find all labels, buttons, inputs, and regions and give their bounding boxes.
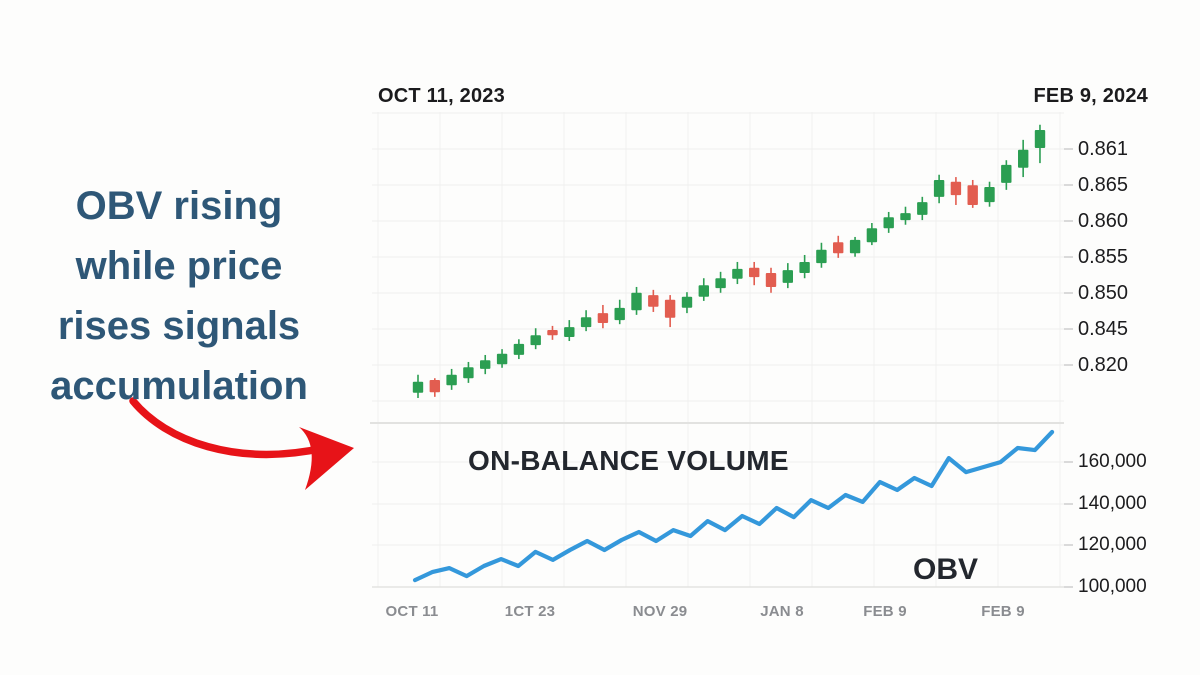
candlestick-up <box>1001 164 1012 183</box>
x-axis-label: JAN 8 <box>760 603 804 620</box>
candlestick-up <box>530 335 541 346</box>
candlestick-up <box>917 202 928 215</box>
candlestick-up <box>564 327 575 337</box>
candlestick-down <box>664 299 676 318</box>
candlestick-up <box>446 374 457 386</box>
obv-axis-label: 100,000 <box>1078 576 1147 597</box>
price-axis-label: 0.860 <box>1078 210 1129 232</box>
price-axis-label: 0.820 <box>1078 354 1129 376</box>
chart-start-date: OCT 11, 2023 <box>378 85 505 107</box>
candlestick-up <box>412 381 424 393</box>
red-arrow-head <box>299 427 354 490</box>
obv-axis-label: 120,000 <box>1078 534 1147 555</box>
x-axis-label: FEB 9 <box>863 603 907 620</box>
candlestick-up <box>681 296 693 308</box>
candlestick-up <box>580 317 592 328</box>
candlestick-down <box>547 330 558 336</box>
annotation-line-1: OBV rising <box>75 184 283 228</box>
obv-axis-label: 160,000 <box>1078 451 1147 472</box>
candlestick-down <box>648 295 659 307</box>
x-axis-label: FEB 9 <box>981 603 1025 620</box>
annotation-text: OBV rising while price rises signals acc… <box>18 176 340 416</box>
annotation-line-2: while price <box>75 244 283 288</box>
candlestick-up <box>782 270 793 283</box>
candlestick-up <box>1034 130 1046 148</box>
candlestick-up <box>900 213 911 221</box>
candlestick-up <box>463 367 474 379</box>
candlestick-up <box>883 217 894 229</box>
price-axis-label: 0.855 <box>1078 246 1129 268</box>
candlestick-up <box>816 249 827 264</box>
candlestick-down <box>749 267 760 278</box>
candlestick-up <box>1018 149 1029 168</box>
candlestick-up <box>480 360 491 369</box>
candlestick-up <box>984 187 995 203</box>
obv-line-label: OBV <box>913 553 979 586</box>
x-axis-label: 1CT 23 <box>504 603 556 620</box>
candlestick-up <box>698 285 709 297</box>
candlestick-up <box>631 292 642 311</box>
red-arrow-curve <box>129 397 328 458</box>
obv-line <box>412 429 1055 583</box>
x-axis-label: NOV 29 <box>632 603 688 620</box>
candlestick-up <box>799 262 810 273</box>
x-axis-label: OCT 11 <box>385 603 439 620</box>
candlestick-down <box>597 313 609 323</box>
candlestick-up <box>496 353 508 365</box>
candlestick-up <box>933 180 945 197</box>
candlestick-up <box>513 343 525 355</box>
price-axis-label: 0.865 <box>1078 174 1129 196</box>
annotation-line-3: rises signals <box>57 304 301 348</box>
candlestick-down <box>833 242 844 254</box>
candlestick-up <box>849 239 861 254</box>
obv-panel-title: ON-BALANCE VOLUME <box>468 445 789 476</box>
price-axis-label: 0.850 <box>1078 282 1129 304</box>
annotation-line-4: accumulation <box>50 364 308 408</box>
candlestick-down <box>765 273 777 287</box>
chart-end-date: FEB 9, 2024 <box>1033 85 1148 107</box>
candlestick-up <box>732 268 743 279</box>
candlestick-down <box>967 185 978 205</box>
candlestick-down <box>429 380 440 393</box>
candlestick-up <box>614 307 625 321</box>
candlestick-up <box>866 228 878 243</box>
obv-axis-label: 140,000 <box>1078 493 1147 514</box>
candlestick-up <box>715 278 726 289</box>
price-axis-label: 0.845 <box>1078 318 1129 340</box>
price-axis-label: 0.861 <box>1078 138 1129 160</box>
candlestick-down <box>950 181 962 196</box>
